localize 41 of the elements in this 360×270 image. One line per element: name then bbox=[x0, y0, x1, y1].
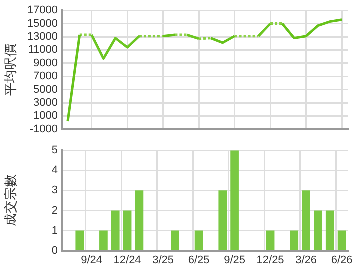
y-tick-label: 5000 bbox=[34, 84, 58, 96]
y-tick-label: 15000 bbox=[27, 18, 58, 30]
y-tick-label: 9000 bbox=[34, 57, 58, 70]
x-tick-label: 12/25 bbox=[256, 254, 284, 266]
bar bbox=[100, 230, 108, 250]
x-tick-label: 9/24 bbox=[81, 254, 103, 266]
bar bbox=[111, 210, 120, 250]
y-axis-title: 平均呎價 bbox=[4, 44, 20, 96]
x-tick-label: 3/25 bbox=[152, 254, 174, 266]
y-tick-label: 13000 bbox=[27, 31, 58, 44]
y-tick-label: 4 bbox=[52, 164, 58, 177]
y-tick-label: 3 bbox=[52, 184, 58, 197]
bar bbox=[290, 230, 299, 250]
x-tick-label: 12/24 bbox=[114, 254, 142, 266]
x-tick-label: 6/25 bbox=[188, 254, 210, 266]
bar bbox=[135, 190, 144, 250]
y-tick-label: 1 bbox=[52, 224, 58, 237]
bar bbox=[266, 230, 275, 250]
y-tick-label: 5 bbox=[52, 144, 58, 157]
y-tick-label: 3000 bbox=[34, 97, 58, 110]
y-tick-label: -1000 bbox=[30, 123, 58, 136]
y-tick-label: 7000 bbox=[34, 70, 58, 83]
y-axis-title: 成交宗數 bbox=[3, 174, 20, 227]
x-tick-label: 6/26 bbox=[331, 254, 353, 266]
bar bbox=[230, 150, 239, 250]
y-tick-label: 0 bbox=[52, 244, 58, 257]
bar bbox=[123, 210, 132, 250]
bar bbox=[326, 210, 334, 250]
bar bbox=[171, 230, 180, 250]
x-tick-label: 9/25 bbox=[224, 254, 246, 266]
bar bbox=[76, 230, 84, 250]
bar bbox=[194, 230, 204, 250]
x-tick-label: 3/26 bbox=[296, 254, 318, 266]
y-tick-label: 1000 bbox=[34, 110, 58, 122]
y-tick-label: 2 bbox=[52, 204, 58, 217]
y-tick-label: 17000 bbox=[27, 4, 58, 17]
bar bbox=[218, 190, 228, 250]
bar bbox=[314, 210, 322, 250]
bar bbox=[338, 230, 346, 250]
y-tick-label: 11000 bbox=[28, 44, 58, 56]
bar bbox=[302, 190, 310, 250]
